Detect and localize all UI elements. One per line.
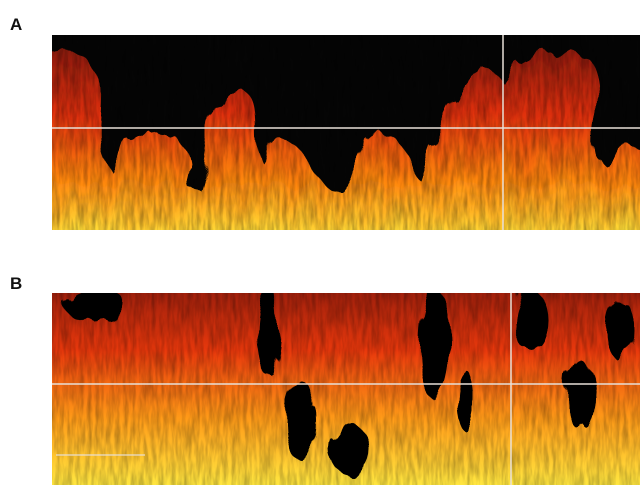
panel-label: B <box>10 274 22 293</box>
image-panel-a <box>40 35 640 240</box>
page: A B (() => { const data = JSON.parse(doc… <box>0 0 640 485</box>
figure: A B <box>0 0 640 485</box>
panel-label: A <box>10 15 22 34</box>
image-panel-b <box>52 285 640 485</box>
